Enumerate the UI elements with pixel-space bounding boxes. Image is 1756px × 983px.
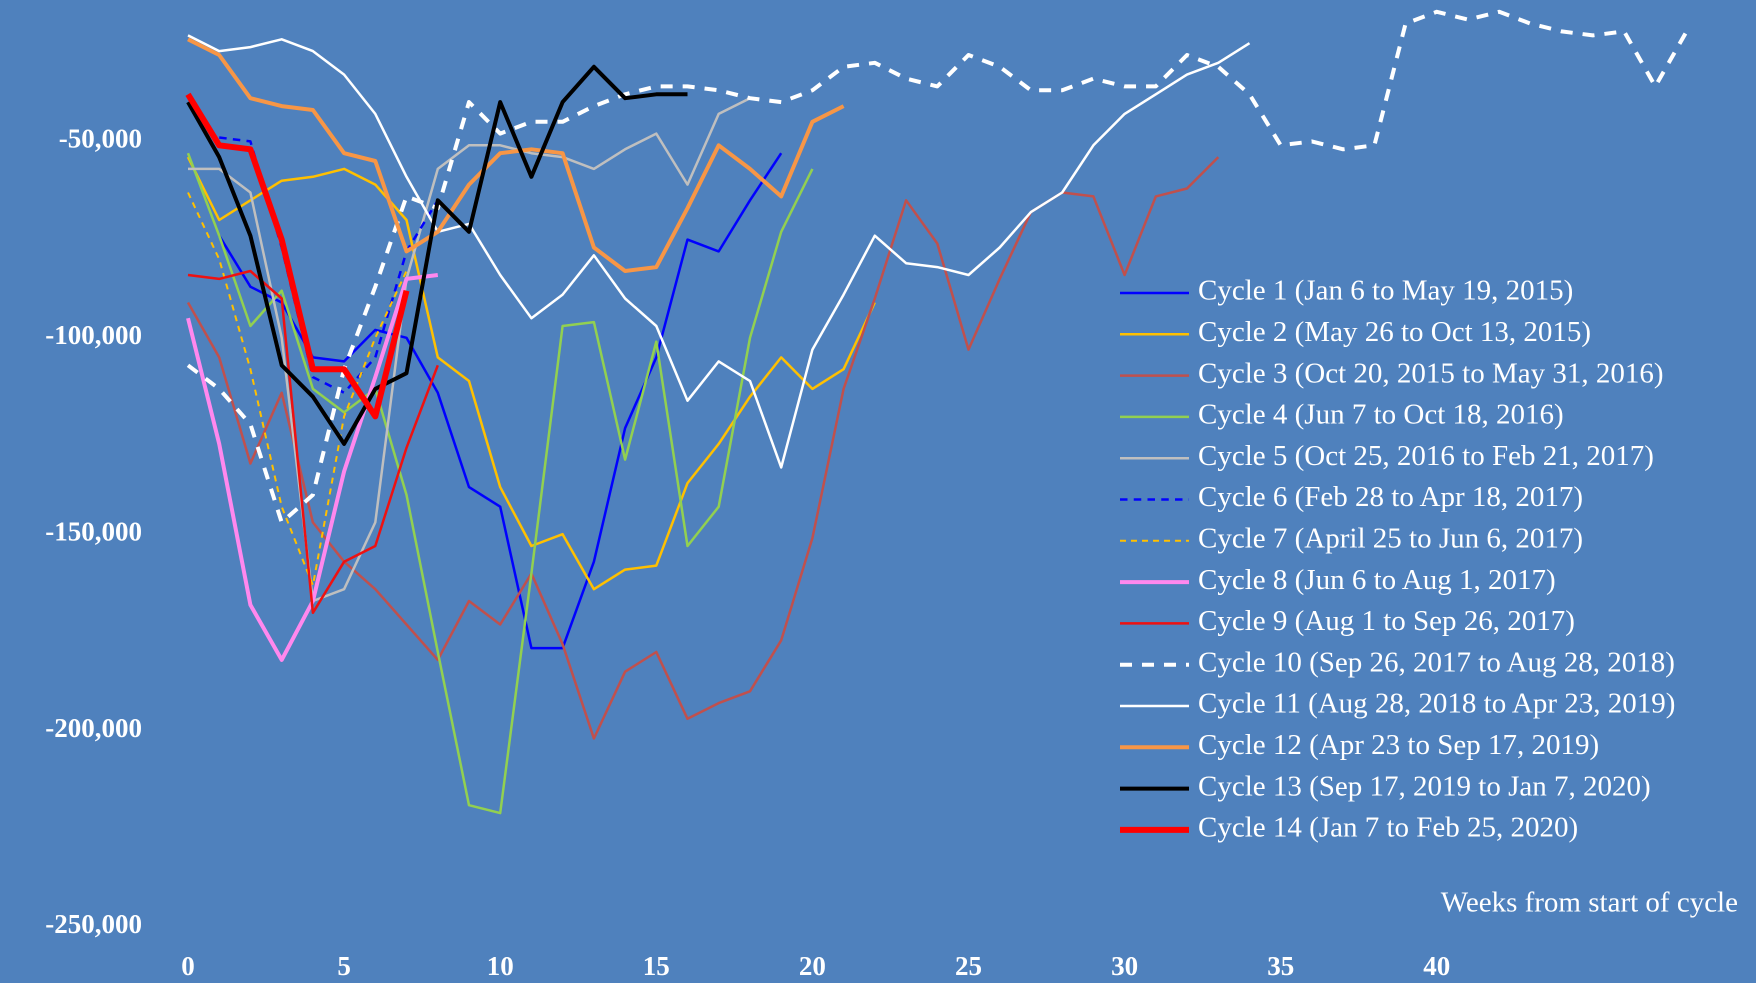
y-tick-label: -50,000: [59, 124, 142, 154]
x-tick-label: 20: [799, 951, 826, 981]
legend-label: Cycle 9 (Aug 1 to Sep 26, 2017): [1198, 605, 1575, 637]
y-tick-label: -250,000: [45, 909, 142, 939]
x-tick-label: 35: [1267, 951, 1294, 981]
series-line: [186, 152, 814, 815]
series-line: [219, 136, 439, 395]
legend-label: Cycle 2 (May 26 to Oct 13, 2015): [1198, 316, 1591, 348]
series-line: [186, 64, 688, 446]
legend-label: Cycle 13 (Sep 17, 2019 to Jan 7, 2020): [1198, 770, 1651, 802]
y-tick-label: -150,000: [45, 516, 142, 546]
legend-label: Cycle 7 (April 25 to Jun 6, 2017): [1198, 522, 1583, 554]
legend-label: Cycle 1 (Jan 6 to May 19, 2015): [1198, 275, 1573, 307]
legend-label: Cycle 3 (Oct 20, 2015 to May 31, 2016): [1198, 357, 1664, 389]
legend-label: Cycle 8 (Jun 6 to Aug 1, 2017): [1198, 564, 1556, 596]
x-tick-label: 15: [643, 951, 670, 981]
series-line: [187, 269, 439, 615]
legend-label: Cycle 5 (Oct 25, 2016 to Feb 21, 2017): [1198, 440, 1654, 472]
x-tick-label: 0: [181, 951, 195, 981]
series-line: [187, 34, 1251, 469]
series-line: [187, 37, 845, 273]
x-tick-label: 10: [487, 951, 514, 981]
legend-label: Cycle 4 (Jun 7 to Oct 18, 2016): [1198, 399, 1564, 431]
x-axis-label: Weeks from start of cycle: [1441, 887, 1738, 919]
x-tick-label: 25: [955, 951, 982, 981]
legend-label: Cycle 12 (Apr 23 to Sep 17, 2019): [1198, 729, 1599, 761]
series-line: [186, 156, 876, 591]
series-line: [185, 92, 410, 420]
legend-label: Cycle 11 (Aug 28, 2018 to Apr 23, 2019): [1198, 688, 1675, 720]
x-tick-label: 5: [337, 951, 351, 981]
y-tick-label: -100,000: [45, 320, 142, 350]
series-line: [188, 97, 751, 603]
legend-label: Cycle 14 (Jan 7 to Feb 25, 2020): [1198, 812, 1578, 844]
y-tick-label: -200,000: [45, 713, 142, 743]
legend-label: Cycle 6 (Feb 28 to Apr 18, 2017): [1198, 481, 1583, 513]
x-tick-label: 30: [1111, 951, 1138, 981]
x-tick-label: 40: [1423, 951, 1450, 981]
legend-label: Cycle 10 (Sep 26, 2017 to Aug 28, 2018): [1198, 646, 1675, 678]
